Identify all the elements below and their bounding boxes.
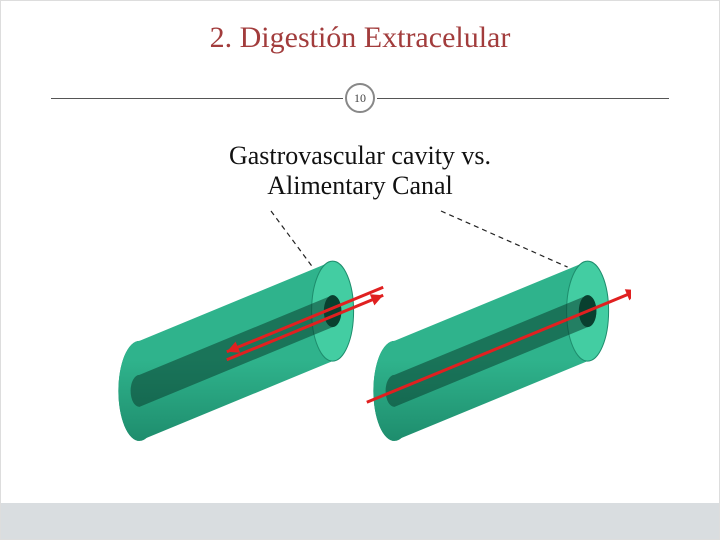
- slide-subtitle: Gastrovascular cavity vs. Alimentary Can…: [1, 141, 719, 201]
- diagram-svg: [91, 201, 631, 451]
- slide: 2. Digestión Extracelular 10 Gastrovascu…: [0, 0, 720, 540]
- footer-bar: [1, 503, 719, 539]
- pointer-line-gastrovascular: [271, 211, 313, 267]
- page-number-badge: 10: [345, 83, 375, 113]
- subtitle-line-1: Gastrovascular cavity vs.: [229, 141, 491, 170]
- divider-left: [51, 98, 343, 99]
- pointer-line-alimentary: [441, 211, 568, 267]
- slide-title: 2. Digestión Extracelular: [1, 21, 719, 55]
- subtitle-line-2: Alimentary Canal: [267, 171, 453, 200]
- divider-row: 10: [51, 83, 669, 113]
- cylinder-alimentary: [367, 261, 631, 441]
- diagram-figure: [91, 201, 631, 451]
- divider-right: [377, 98, 669, 99]
- cylinder-gastrovascular: [118, 261, 383, 441]
